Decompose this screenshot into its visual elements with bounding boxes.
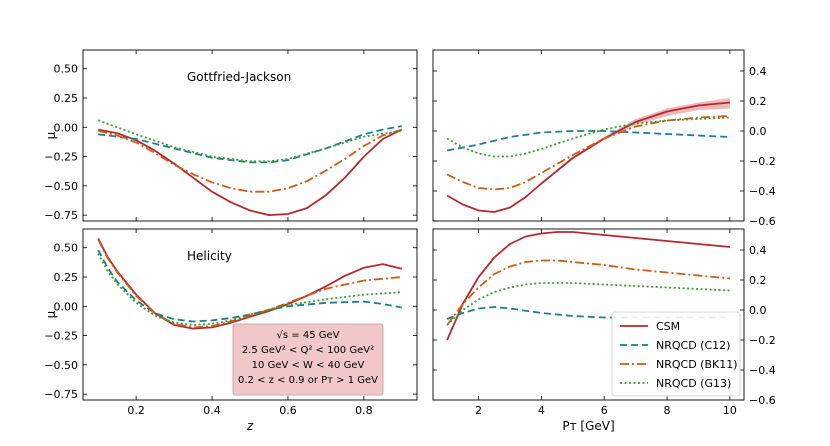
y-tick-label: −0.75 bbox=[44, 209, 78, 222]
nrqcd-bk11-line-top-right bbox=[446, 115, 730, 191]
y-axis-label: μ bbox=[44, 310, 58, 318]
y-axis-label: μ bbox=[44, 131, 58, 139]
nrqcd-bk11-line-bottom-right bbox=[446, 259, 730, 326]
panel-bottom-right: 2 4 6 8 10 −0.6 −0.4 −0.2 0.0 0.2 0.4 Pᴛ [GeV] CSM NR… bbox=[432, 228, 776, 433]
nrqcd-g13-line-top-right bbox=[446, 116, 730, 158]
nrqcd-c12-line-top-left bbox=[98, 125, 402, 164]
panel-annotation: Helicity bbox=[187, 249, 232, 263]
nrqcd-g13-line-bottom-right bbox=[446, 282, 730, 326]
y-tick-label: −0.25 bbox=[44, 330, 78, 343]
y-tick-label: 0.00 bbox=[54, 121, 79, 134]
x-tick-label: 0.6 bbox=[279, 404, 297, 417]
x-tick-label: 6 bbox=[601, 404, 608, 417]
nrqcd-g13-line-bottom-left bbox=[97, 253, 402, 326]
nrqcd-c12-line-top-right bbox=[446, 130, 730, 152]
x-tick-label: 8 bbox=[664, 404, 671, 417]
kinematics-box bbox=[232, 323, 384, 396]
y-tick-label: 0.25 bbox=[54, 271, 79, 284]
x-axis-label: Pᴛ [GeV] bbox=[562, 419, 614, 433]
csm-band-top-right bbox=[447, 98, 730, 212]
y-tick-label: −0.25 bbox=[44, 151, 78, 164]
nrqcd-g13-line-top-left bbox=[97, 119, 402, 163]
csm-line-bottom-left bbox=[97, 237, 403, 330]
x-tick-label: 0.2 bbox=[127, 404, 145, 417]
legend bbox=[611, 311, 741, 397]
y-tick-label: 0.0 bbox=[749, 125, 767, 138]
csm-line-bottom-right bbox=[446, 231, 730, 341]
csm-line-top-right bbox=[446, 101, 730, 213]
y-tick-label: 0.0 bbox=[749, 304, 767, 317]
legend-label: NRQCD (C12) bbox=[656, 339, 730, 352]
axes-frame-top-right bbox=[432, 49, 745, 222]
x-tick-label: 0.8 bbox=[355, 404, 373, 417]
kinematics-line: 0.2 < z < 0.9 or Pᴛ > 1 GeV bbox=[238, 375, 378, 386]
nrqcd-c12-line-bottom-right bbox=[446, 306, 730, 320]
y-tick-label: 0.50 bbox=[54, 242, 79, 255]
nrqcd-bk11-line-top-left bbox=[97, 128, 403, 193]
y-tick-label: −0.75 bbox=[44, 388, 78, 401]
x-tick-label: 4 bbox=[538, 404, 545, 417]
x-tick-label: 10 bbox=[723, 404, 737, 417]
y-tick-label: −0.2 bbox=[749, 334, 776, 347]
panel-annotation: Gottfried-Jackson bbox=[187, 70, 291, 84]
kinematics-line: 2.5 GeV² < Q² < 100 GeV² bbox=[242, 345, 374, 356]
y-tick-label: −0.2 bbox=[749, 155, 776, 168]
legend-label: CSM bbox=[656, 320, 680, 333]
y-tick-label: 0.2 bbox=[749, 95, 767, 108]
y-tick-label: −0.50 bbox=[44, 359, 78, 372]
y-tick-label: −0.50 bbox=[44, 180, 78, 193]
y-tick-label: 0.00 bbox=[54, 300, 79, 313]
y-tick-label: 0.4 bbox=[749, 244, 767, 257]
y-tick-label: −0.6 bbox=[749, 394, 776, 407]
axes-frame-bottom-left bbox=[82, 228, 418, 401]
legend-label: NRQCD (G13) bbox=[656, 377, 731, 390]
axes-frame-top-left bbox=[82, 49, 418, 222]
kinematics-line: 10 GeV < W < 40 GeV bbox=[252, 360, 365, 371]
axes-frame-bottom-right bbox=[432, 228, 745, 401]
y-tick-label: 0.4 bbox=[749, 65, 767, 78]
kinematics-line: √s = 45 GeV bbox=[277, 330, 340, 341]
x-axis-label: z bbox=[246, 419, 254, 433]
x-tick-label: 0.4 bbox=[203, 404, 221, 417]
y-tick-label: 0.50 bbox=[54, 63, 79, 76]
nrqcd-bk11-line-bottom-left bbox=[97, 239, 402, 329]
panel-bottom-left: 0.2 0.4 0.6 0.8 −0.75 −0.50 −0.25 0.00 0.25 0.50 μ… bbox=[44, 228, 418, 433]
y-tick-label: −0.4 bbox=[749, 185, 776, 198]
csm-line-top-left bbox=[98, 128, 403, 216]
panel-top-left: −0.75 −0.50 −0.25 0.00 0.25 0.50 μ Gottfried-Ja… bbox=[44, 49, 418, 222]
y-tick-label: −0.4 bbox=[749, 364, 776, 377]
legend-label: NRQCD (BK11) bbox=[656, 358, 738, 371]
y-tick-label: 0.25 bbox=[54, 92, 79, 105]
x-tick-label: 2 bbox=[475, 404, 482, 417]
nrqcd-c12-line-bottom-left bbox=[97, 249, 402, 323]
y-tick-label: 0.2 bbox=[749, 274, 767, 287]
panel-top-right: −0.6 −0.4 −0.2 0.0 0.2 0.4 bbox=[432, 49, 776, 228]
y-tick-label: −0.6 bbox=[749, 215, 776, 228]
